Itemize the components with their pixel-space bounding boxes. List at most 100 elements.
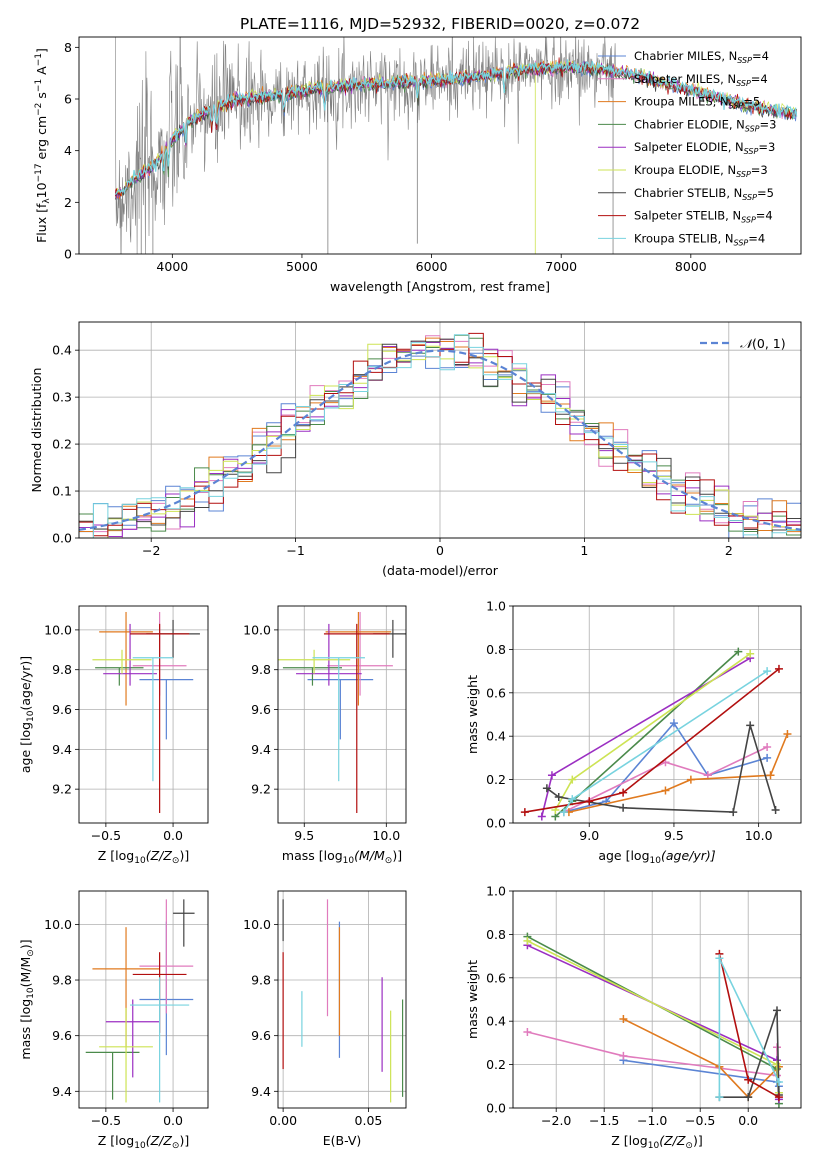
x-axis-label: Z [log10(Z/Z⊙)] — [611, 1133, 702, 1151]
x-axis-label-part: 10 — [648, 1141, 660, 1151]
x-tick-label: 0.00 — [269, 1113, 297, 1128]
weight-point-marker — [568, 795, 577, 804]
legend-entry: Salpeter ELODIE, NSSP=3 — [634, 140, 775, 156]
x-axis-label-part: Z [log — [611, 1133, 647, 1148]
weight-point-marker — [729, 808, 738, 817]
x-axis-label-part: (age/yr)] — [661, 848, 716, 863]
x-axis-label-part: 10 — [134, 856, 146, 866]
x-axis-label-part: )] — [392, 848, 402, 863]
x-tick-label: 0.05 — [355, 1113, 383, 1128]
x-axis-label-part: mass [log — [282, 848, 343, 863]
y-tick-label: 9.2 — [251, 782, 271, 797]
legend-entry: 𝒩(0, 1) — [740, 336, 786, 351]
plot-layer: 4000 5000 6000 7000 8000 0 2 4 6 8 wavelength [Ang… — [18, 36, 802, 1151]
x-axis-label-part: 10 — [134, 1141, 146, 1151]
y-tick-label: 0.3 — [52, 390, 72, 405]
residual-histogram — [79, 332, 801, 537]
y-axis-label-part: 10 — [26, 987, 36, 999]
y-tick-label: 0.8 — [486, 642, 506, 657]
legend-entry: Chabrier ELODIE, NSSP=3 — [634, 117, 776, 133]
legend-entry-subscript: SSP — [736, 79, 751, 88]
weight-point-marker — [523, 1028, 532, 1037]
weight_vs_Z-panel: −2.0 −1.5 −1.0 −0.5 0.0 0.0 0.2 0.4 0.6 0.8 1.0 Z [… — [465, 884, 802, 1151]
weight-point-marker — [734, 647, 743, 656]
y-tick-label: 9.6 — [251, 1028, 271, 1043]
y-tick-label: 0.4 — [52, 343, 72, 358]
y-axis-label-part: age [log — [18, 722, 33, 773]
legend-entry-subscript: SSP — [744, 147, 759, 156]
y-tick-label: 0.0 — [486, 816, 506, 831]
x-axis-label: E(B-V) — [323, 1133, 362, 1148]
mass_vs_ebv-data-group — [282, 899, 404, 1103]
mass_vs_ebv-panel: 0.00 0.05 9.4 9.6 9.8 10.0 E(B-V) — [243, 890, 407, 1148]
weight-point-marker — [661, 786, 670, 795]
y-tick-label: 0.2 — [486, 772, 506, 787]
weight-point-marker — [585, 797, 594, 806]
weight-series-line — [524, 668, 780, 813]
legend-entry-nssp: =4 — [751, 72, 768, 86]
y-tick-label: 10.0 — [44, 917, 72, 932]
weight-series-line — [563, 746, 768, 813]
x-axis-label-part: )] — [179, 848, 189, 863]
y-tick-label: 9.4 — [52, 742, 72, 757]
model-spectrum-line — [114, 59, 798, 195]
x-tick-label: 8000 — [675, 259, 707, 274]
weight-series-line — [623, 1018, 780, 1099]
x-axis-label-part: )] — [179, 1133, 189, 1148]
y-tick-label: 0.2 — [52, 437, 72, 452]
normal-curve — [79, 349, 801, 531]
legend-entry: Kroupa ELODIE, NSSP=3 — [634, 163, 768, 179]
residuals-data-group — [79, 332, 801, 538]
y-tick-label: 1.0 — [486, 599, 506, 614]
x-axis-label-part: Z [log — [98, 848, 134, 863]
x-axis-label-part: 10 — [650, 856, 662, 866]
residual-histogram — [79, 342, 801, 537]
y-axis-label: mass [log10(M/M⊙)] — [18, 939, 36, 1059]
y-tick-label: 9.8 — [251, 973, 271, 988]
legend-entry-name: Kroupa MILES, N — [634, 95, 729, 109]
x-axis-label-part: (Z/Z — [146, 1133, 173, 1148]
axes-frame — [78, 605, 209, 824]
axes-frame — [78, 321, 802, 539]
x-tick-label: −1.5 — [589, 1113, 619, 1128]
weight-point-marker — [744, 1093, 753, 1102]
legend-entry-nssp: =4 — [756, 209, 773, 223]
legend-entry: Salpeter MILES, NSSP=4 — [634, 72, 768, 88]
weight-point-marker — [746, 721, 755, 730]
x-tick-label: 2 — [725, 543, 733, 558]
legend-entry-subscript: SSP — [741, 216, 756, 225]
weight-point-marker — [686, 775, 695, 784]
y-axis-label-part: ⊙ — [26, 949, 36, 957]
x-tick-label: 10.0 — [372, 828, 400, 843]
y-axis-label-part: )] — [18, 939, 33, 949]
weight-point-marker — [774, 1077, 783, 1086]
spectrum-data-group — [114, 37, 798, 254]
y-tick-label: 10.0 — [44, 622, 72, 637]
x-tick-label: −0.5 — [91, 1113, 121, 1128]
weight-point-marker — [774, 664, 783, 673]
legend-entry: Chabrier STELIB, NSSP=5 — [634, 186, 774, 202]
x-axis-label: Z [log10(Z/Z⊙)] — [98, 1133, 189, 1151]
weight-point-marker — [783, 730, 792, 739]
x-axis-label: Z [log10(Z/Z⊙)] — [98, 848, 189, 866]
legend-entry-name: Salpeter MILES, N — [634, 72, 736, 86]
figure-title: PLATE=1116, MJD=52932, FIBERID=0020, z=0… — [240, 15, 640, 33]
x-tick-label: 0.0 — [163, 1113, 183, 1128]
age_vs_mass-panel: 9.5 10.0 9.2 9.4 9.6 9.8 10.0 mass [log10(M/M⊙)… — [243, 605, 407, 866]
y-tick-label: 2 — [64, 195, 72, 210]
y-axis-label-part: Flux [f — [34, 203, 49, 243]
y-axis-label: mass weight — [465, 960, 480, 1039]
weight_vs_age-data-group — [520, 647, 792, 821]
y-axis-label-part: λ — [42, 198, 52, 204]
axes-frame — [78, 890, 209, 1109]
x-tick-label: −2.0 — [541, 1113, 571, 1128]
y-tick-label: 9.6 — [52, 1028, 72, 1043]
x-tick-label: 9.0 — [579, 828, 599, 843]
legend-entry-nssp: =5 — [757, 186, 774, 200]
y-tick-label: 0.8 — [486, 927, 506, 942]
weight-point-marker — [559, 808, 568, 817]
legend-entry-nssp: =3 — [758, 140, 775, 154]
weight-point-marker — [669, 719, 678, 728]
